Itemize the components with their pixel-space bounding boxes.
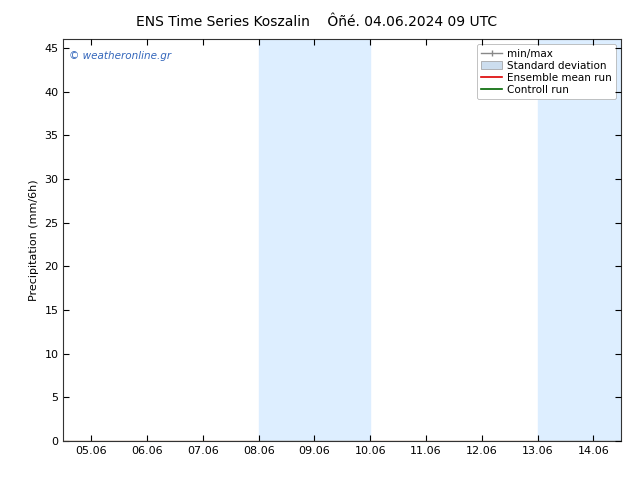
Text: © weatheronline.gr: © weatheronline.gr	[69, 51, 171, 61]
Bar	[259, 39, 370, 441]
Legend: min/max, Standard deviation, Ensemble mean run, Controll run: min/max, Standard deviation, Ensemble me…	[477, 45, 616, 99]
Y-axis label: Precipitation (mm/6h): Precipitation (mm/6h)	[29, 179, 39, 301]
Bar	[538, 39, 621, 441]
Text: ENS Time Series Koszalin    Ôñé. 04.06.2024 09 UTC: ENS Time Series Koszalin Ôñé. 04.06.2024…	[136, 15, 498, 29]
